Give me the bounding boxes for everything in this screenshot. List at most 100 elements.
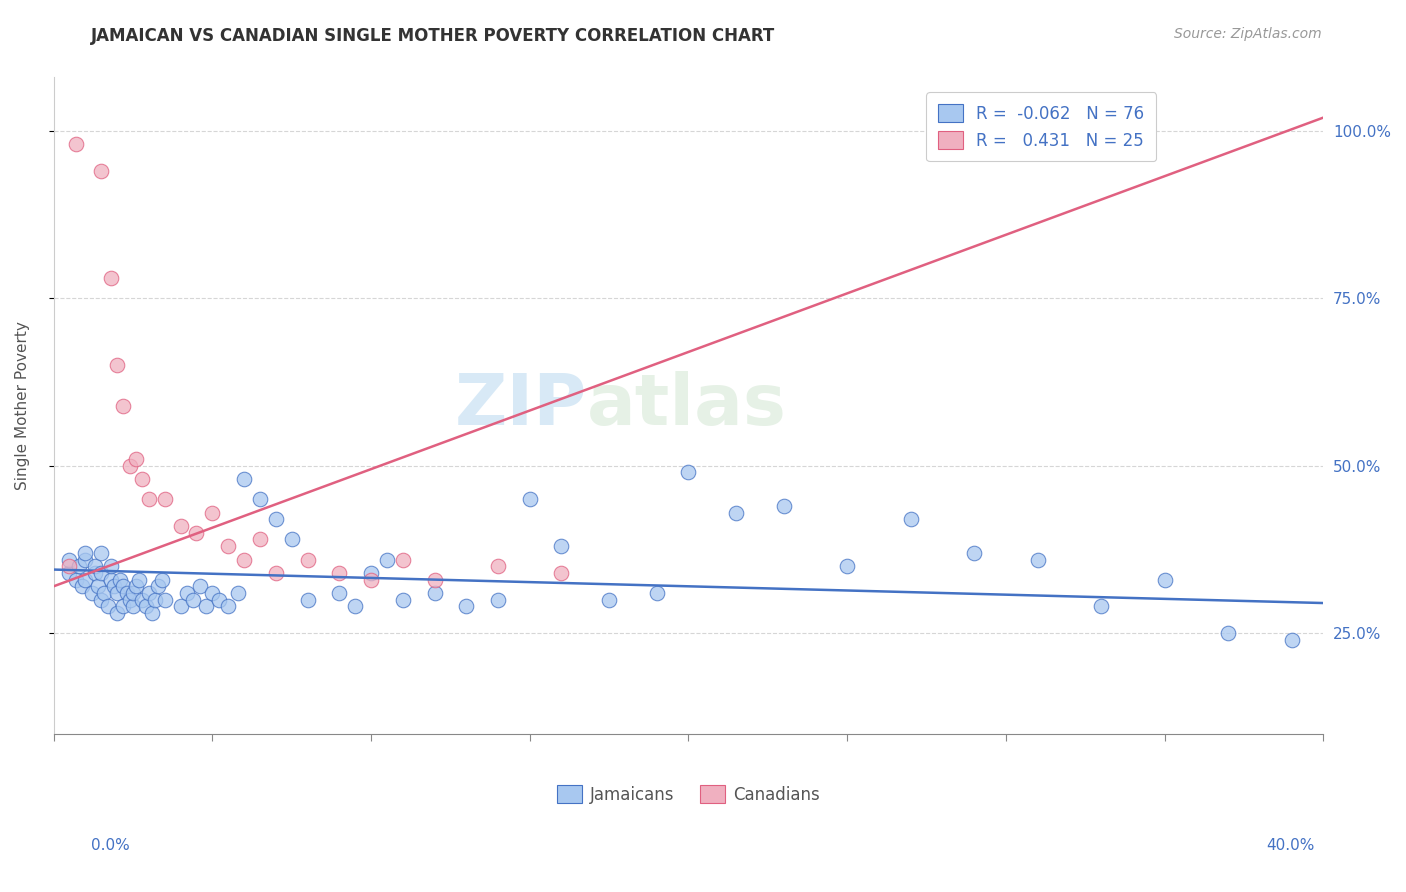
Point	[70, 579, 93, 593]
Point	[217, 539, 239, 553]
Point	[226, 586, 249, 600]
Point	[143, 592, 166, 607]
Point	[153, 492, 176, 507]
Point	[112, 399, 135, 413]
Point	[131, 592, 153, 607]
Point	[344, 599, 367, 614]
Point	[280, 533, 302, 547]
Point	[217, 599, 239, 614]
Point	[83, 559, 105, 574]
Point	[249, 533, 271, 547]
Point	[423, 586, 446, 600]
Point	[1216, 626, 1239, 640]
Point	[772, 499, 794, 513]
Point	[65, 573, 87, 587]
Point	[90, 164, 112, 178]
Point	[360, 573, 382, 587]
Point	[233, 472, 256, 486]
Point	[169, 519, 191, 533]
Text: 0.0%: 0.0%	[91, 838, 131, 854]
Point	[138, 492, 160, 507]
Point	[118, 458, 141, 473]
Point	[900, 512, 922, 526]
Point	[598, 592, 620, 607]
Point	[208, 592, 231, 607]
Point	[80, 586, 103, 600]
Point	[519, 492, 541, 507]
Point	[194, 599, 217, 614]
Text: ZIP: ZIP	[454, 371, 586, 440]
Point	[105, 606, 128, 620]
Text: 40.0%: 40.0%	[1267, 838, 1315, 854]
Y-axis label: Single Mother Poverty: Single Mother Poverty	[15, 321, 30, 490]
Point	[186, 525, 208, 540]
Point	[423, 573, 446, 587]
Point	[97, 599, 120, 614]
Point	[201, 506, 224, 520]
Point	[58, 566, 80, 580]
Point	[1090, 599, 1112, 614]
Point	[83, 566, 105, 580]
Point	[678, 466, 700, 480]
Point	[105, 586, 128, 600]
Point	[645, 586, 668, 600]
Point	[112, 599, 135, 614]
Point	[1281, 632, 1303, 647]
Point	[148, 579, 170, 593]
Point	[375, 552, 398, 566]
Point	[110, 573, 132, 587]
Point	[105, 359, 128, 373]
Point	[391, 552, 413, 566]
Point	[264, 566, 287, 580]
Point	[100, 573, 122, 587]
Point	[58, 559, 80, 574]
Point	[456, 599, 478, 614]
Point	[93, 586, 115, 600]
Point	[188, 579, 211, 593]
Point	[75, 573, 97, 587]
Point	[122, 586, 145, 600]
Point	[90, 566, 112, 580]
Point	[125, 579, 148, 593]
Point	[100, 559, 122, 574]
Point	[141, 606, 163, 620]
Point	[58, 552, 80, 566]
Point	[360, 566, 382, 580]
Point	[963, 546, 986, 560]
Point	[90, 546, 112, 560]
Point	[128, 573, 150, 587]
Point	[150, 573, 173, 587]
Text: atlas: atlas	[586, 371, 787, 440]
Point	[328, 566, 350, 580]
Point	[176, 586, 198, 600]
Point	[1153, 573, 1175, 587]
Point	[1026, 552, 1049, 566]
Point	[100, 271, 122, 285]
Point	[249, 492, 271, 507]
Point	[153, 592, 176, 607]
Point	[550, 566, 572, 580]
Point	[328, 586, 350, 600]
Point	[297, 552, 319, 566]
Point	[112, 579, 135, 593]
Point	[67, 559, 90, 574]
Point	[181, 592, 204, 607]
Text: JAMAICAN VS CANADIAN SINGLE MOTHER POVERTY CORRELATION CHART: JAMAICAN VS CANADIAN SINGLE MOTHER POVER…	[91, 27, 776, 45]
Point	[837, 559, 859, 574]
Point	[201, 586, 224, 600]
Point	[115, 586, 138, 600]
Point	[103, 579, 125, 593]
Legend: Jamaicans, Canadians: Jamaicans, Canadians	[550, 779, 827, 811]
Point	[264, 512, 287, 526]
Point	[169, 599, 191, 614]
Point	[138, 586, 160, 600]
Point	[233, 552, 256, 566]
Point	[65, 137, 87, 152]
Point	[125, 452, 148, 467]
Point	[550, 539, 572, 553]
Point	[87, 579, 110, 593]
Point	[486, 592, 509, 607]
Point	[725, 506, 748, 520]
Point	[75, 552, 97, 566]
Point	[391, 592, 413, 607]
